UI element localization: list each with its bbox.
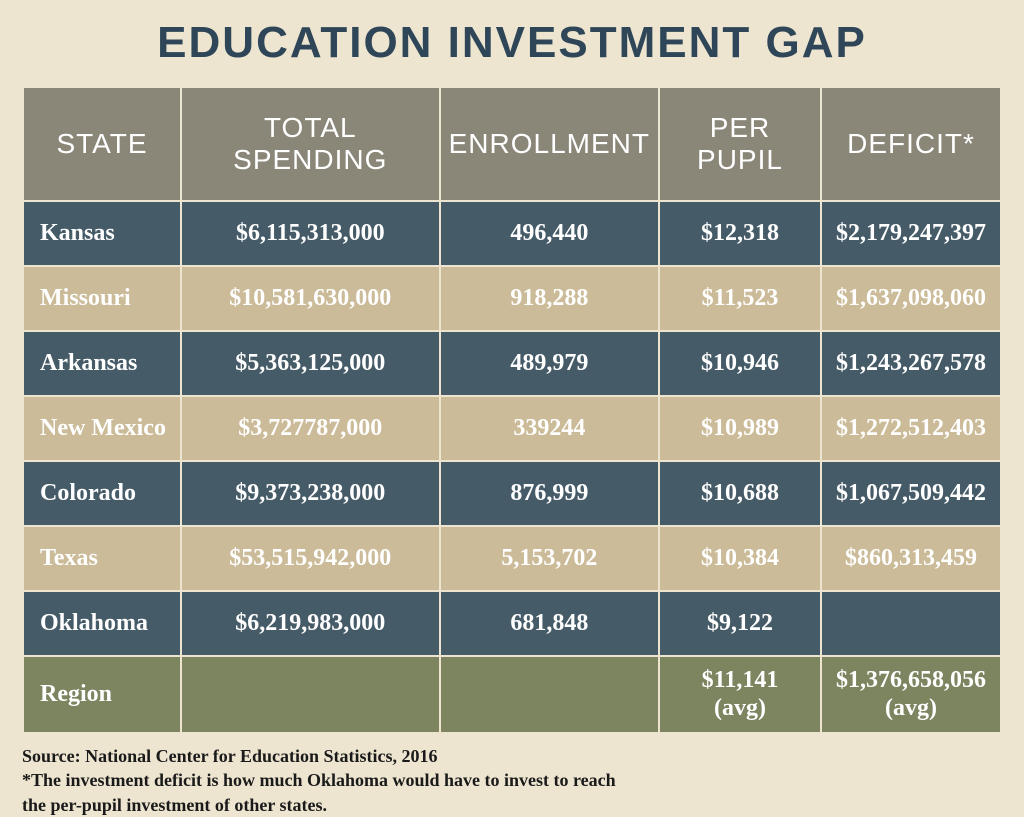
cell-enrollment: 339244 bbox=[441, 397, 658, 460]
cell-perpupil: $10,688 bbox=[660, 462, 820, 525]
footnote-source: Source: National Center for Education St… bbox=[22, 744, 1002, 768]
cell-deficit: $1,272,512,403 bbox=[822, 397, 1000, 460]
table-body: Kansas $6,115,313,000 496,440 $12,318 $2… bbox=[24, 202, 1000, 732]
footnote-definition-cont: the per-pupil investment of other states… bbox=[22, 793, 1002, 817]
cell-deficit: $1,376,658,056(avg) bbox=[822, 657, 1000, 732]
cell-enrollment bbox=[441, 657, 658, 732]
table-row: Oklahoma $6,219,983,000 681,848 $9,122 bbox=[24, 592, 1000, 655]
cell-spending: $9,373,238,000 bbox=[182, 462, 439, 525]
cell-enrollment: 876,999 bbox=[441, 462, 658, 525]
cell-deficit: $860,313,459 bbox=[822, 527, 1000, 590]
table-row: Missouri $10,581,630,000 918,288 $11,523… bbox=[24, 267, 1000, 330]
cell-enrollment: 5,153,702 bbox=[441, 527, 658, 590]
col-state: STATE bbox=[24, 88, 180, 200]
table-header-row: STATE TOTAL SPENDING ENROLLMENT PER PUPI… bbox=[24, 88, 1000, 200]
col-per-pupil: PER PUPIL bbox=[660, 88, 820, 200]
cell-state: Texas bbox=[24, 527, 180, 590]
cell-state: New Mexico bbox=[24, 397, 180, 460]
col-enrollment: ENROLLMENT bbox=[441, 88, 658, 200]
table-row: New Mexico $3,727787,000 339244 $10,989 … bbox=[24, 397, 1000, 460]
cell-perpupil: $12,318 bbox=[660, 202, 820, 265]
cell-spending: $6,115,313,000 bbox=[182, 202, 439, 265]
cell-spending: $10,581,630,000 bbox=[182, 267, 439, 330]
table-row: Colorado $9,373,238,000 876,999 $10,688 … bbox=[24, 462, 1000, 525]
cell-spending bbox=[182, 657, 439, 732]
cell-enrollment: 496,440 bbox=[441, 202, 658, 265]
footnote-definition: *The investment deficit is how much Okla… bbox=[22, 768, 1002, 792]
cell-enrollment: 489,979 bbox=[441, 332, 658, 395]
cell-perpupil: $10,946 bbox=[660, 332, 820, 395]
cell-enrollment: 681,848 bbox=[441, 592, 658, 655]
footnote-block: Source: National Center for Education St… bbox=[22, 744, 1002, 817]
col-deficit: DEFICIT* bbox=[822, 88, 1000, 200]
col-total-spending: TOTAL SPENDING bbox=[182, 88, 439, 200]
cell-spending: $3,727787,000 bbox=[182, 397, 439, 460]
cell-state: Oklahoma bbox=[24, 592, 180, 655]
cell-state: Colorado bbox=[24, 462, 180, 525]
cell-spending: $5,363,125,000 bbox=[182, 332, 439, 395]
cell-state: Kansas bbox=[24, 202, 180, 265]
table-row: Texas $53,515,942,000 5,153,702 $10,384 … bbox=[24, 527, 1000, 590]
cell-perpupil: $11,523 bbox=[660, 267, 820, 330]
cell-spending: $6,219,983,000 bbox=[182, 592, 439, 655]
cell-enrollment: 918,288 bbox=[441, 267, 658, 330]
cell-deficit: $1,637,098,060 bbox=[822, 267, 1000, 330]
table-row: Arkansas $5,363,125,000 489,979 $10,946 … bbox=[24, 332, 1000, 395]
cell-perpupil: $10,384 bbox=[660, 527, 820, 590]
cell-deficit: $1,067,509,442 bbox=[822, 462, 1000, 525]
cell-perpupil: $9,122 bbox=[660, 592, 820, 655]
cell-perpupil: $11,141(avg) bbox=[660, 657, 820, 732]
cell-perpupil: $10,989 bbox=[660, 397, 820, 460]
cell-deficit bbox=[822, 592, 1000, 655]
investment-gap-table: STATE TOTAL SPENDING ENROLLMENT PER PUPI… bbox=[22, 86, 1002, 734]
cell-spending: $53,515,942,000 bbox=[182, 527, 439, 590]
cell-state: Region bbox=[24, 657, 180, 732]
cell-deficit: $2,179,247,397 bbox=[822, 202, 1000, 265]
cell-state: Missouri bbox=[24, 267, 180, 330]
page-title: EDUCATION INVESTMENT GAP bbox=[22, 18, 1002, 68]
cell-deficit: $1,243,267,578 bbox=[822, 332, 1000, 395]
cell-state: Arkansas bbox=[24, 332, 180, 395]
table-row-region: Region $11,141(avg) $1,376,658,056(avg) bbox=[24, 657, 1000, 732]
table-row: Kansas $6,115,313,000 496,440 $12,318 $2… bbox=[24, 202, 1000, 265]
